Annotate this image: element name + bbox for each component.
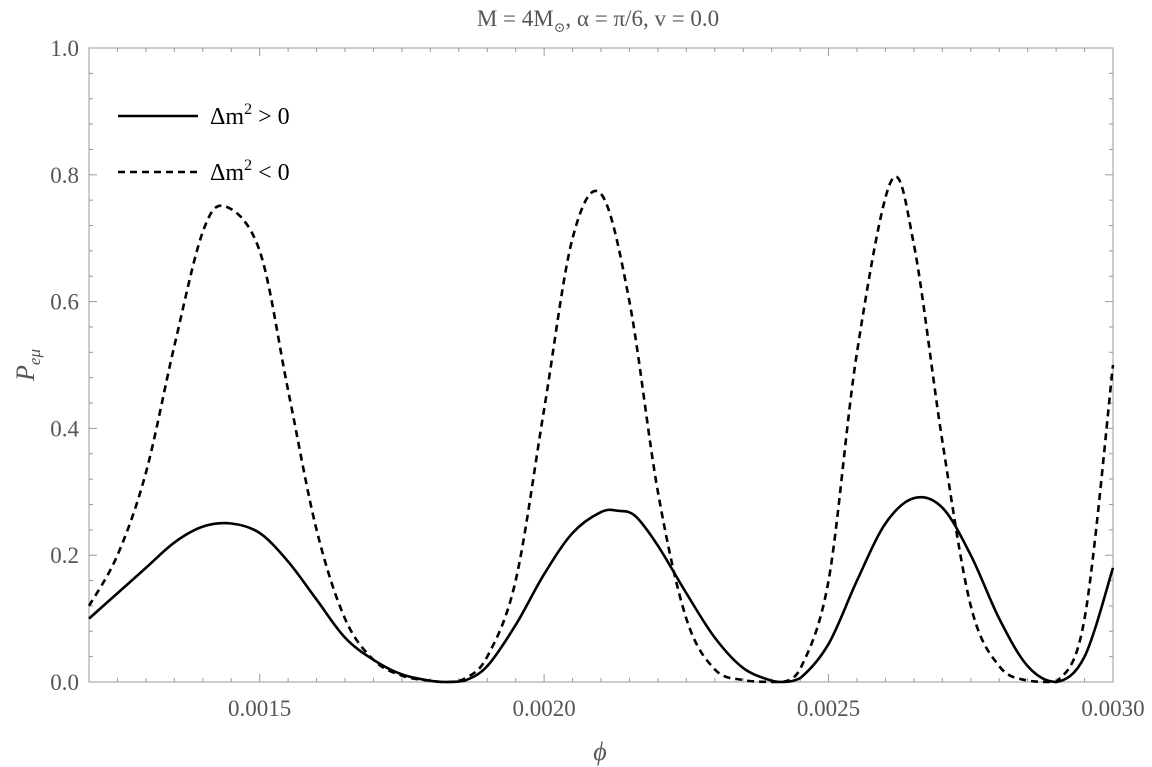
y-tick-label: 0.6: [50, 290, 79, 315]
x-axis-label: ϕ: [593, 737, 606, 766]
y-tick-label: 0.2: [50, 543, 79, 568]
series-line-2: [87, 175, 1115, 684]
y-tick-label: 0.4: [50, 416, 79, 441]
y-axis-ticks: 0.0 0.2 0.4 0.6 0.8 1.0: [50, 36, 1113, 695]
series-layer: [87, 175, 1115, 684]
y-axis-label: Peμ: [11, 349, 44, 382]
x-tick-label: 0.0020: [512, 696, 575, 721]
y-tick-label: 0.8: [50, 163, 79, 188]
legend: Δm2 > 0 Δm2 < 0: [118, 101, 290, 186]
series-line-1: [88, 495, 1115, 684]
x-tick-label: 0.0030: [1081, 696, 1144, 721]
x-axis-ticks: 0.0015 0.0020 0.0025 0.0030: [88, 48, 1145, 721]
x-tick-label: 0.0025: [797, 696, 860, 721]
y-tick-label: 0.0: [50, 670, 79, 695]
plot-frame: [88, 47, 1114, 683]
x-tick-label: 0.0015: [228, 696, 291, 721]
y-tick-label: 1.0: [50, 36, 79, 61]
legend-label: Δm2 < 0: [210, 157, 290, 186]
chart-title: M = 4M⊙, α = π/6, v = 0.0: [477, 6, 719, 36]
legend-label: Δm2 > 0: [210, 101, 290, 130]
